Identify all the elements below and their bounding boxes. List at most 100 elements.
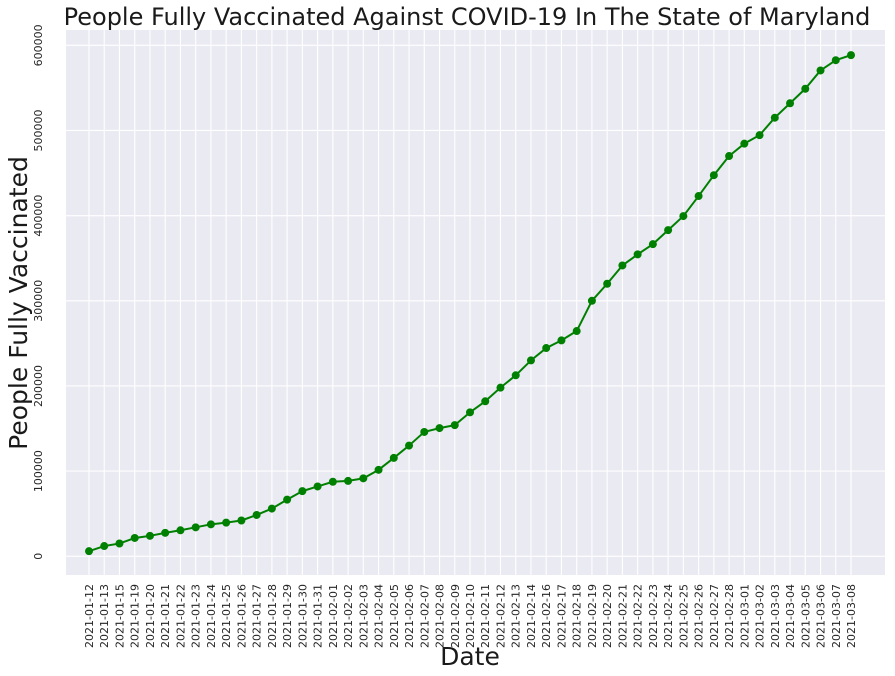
data-point xyxy=(191,523,200,532)
x-tick-label: 2021-03-07 xyxy=(830,584,843,648)
x-tick-label: 2021-03-03 xyxy=(769,584,782,648)
x-tick-label: 2021-02-26 xyxy=(693,584,706,648)
x-tick-label: 2021-02-25 xyxy=(677,584,690,648)
x-tick-label: 2021-01-27 xyxy=(251,584,264,648)
data-point xyxy=(618,261,627,270)
data-point xyxy=(176,526,185,535)
data-point xyxy=(816,66,825,75)
x-tick-label: 2021-02-03 xyxy=(357,584,370,648)
x-tick-label: 2021-01-22 xyxy=(174,584,187,648)
x-tick-label: 2021-02-01 xyxy=(327,584,340,648)
x-tick-label: 2021-03-06 xyxy=(815,584,828,648)
x-tick-label: 2021-02-06 xyxy=(403,584,416,648)
y-tick-label: 0 xyxy=(32,553,45,560)
x-tick-label: 2021-01-15 xyxy=(113,584,126,648)
data-point xyxy=(831,56,840,65)
y-tick-label: 500000 xyxy=(32,109,45,151)
x-tick-label: 2021-02-07 xyxy=(418,584,431,648)
x-tick-label: 2021-02-14 xyxy=(525,584,538,648)
x-tick-label: 2021-02-23 xyxy=(647,584,660,648)
data-point xyxy=(161,528,170,537)
x-tick-label: 2021-01-28 xyxy=(266,584,279,648)
x-tick-label: 2021-01-20 xyxy=(144,584,157,648)
data-point xyxy=(755,131,764,140)
data-point xyxy=(664,226,673,235)
data-point xyxy=(633,250,642,259)
x-tick-label: 2021-02-20 xyxy=(601,584,614,648)
x-tick-label: 2021-02-13 xyxy=(510,584,523,648)
x-tick-label: 2021-02-28 xyxy=(723,584,736,648)
x-tick-label: 2021-02-08 xyxy=(434,584,447,648)
x-tick-label: 2021-01-21 xyxy=(159,584,172,648)
data-point xyxy=(847,51,855,60)
y-tick-label: 400000 xyxy=(32,195,45,237)
data-point xyxy=(267,504,276,513)
data-point xyxy=(542,344,551,353)
data-point xyxy=(557,336,566,345)
data-point xyxy=(100,542,109,551)
plot-area-background xyxy=(66,30,885,575)
y-tick-label: 300000 xyxy=(32,280,45,322)
data-point xyxy=(389,453,398,462)
data-point xyxy=(85,547,93,556)
data-point xyxy=(725,152,734,161)
data-point xyxy=(801,84,810,93)
data-point xyxy=(709,171,718,180)
x-tick-label: 2021-02-24 xyxy=(662,584,675,648)
x-tick-label: 2021-01-26 xyxy=(235,584,248,648)
data-point xyxy=(115,539,124,548)
data-point xyxy=(648,240,657,249)
data-point xyxy=(206,520,215,529)
x-tick-label: 2021-01-31 xyxy=(312,584,325,648)
data-point xyxy=(222,518,231,527)
data-point xyxy=(679,212,688,221)
data-point xyxy=(481,397,490,406)
x-axis-label: Date xyxy=(440,642,500,671)
x-tick-label: 2021-02-16 xyxy=(540,584,553,648)
x-tick-label: 2021-01-25 xyxy=(220,584,233,648)
data-point xyxy=(374,465,383,474)
data-point xyxy=(435,424,444,433)
data-point xyxy=(572,327,581,336)
x-tick-label: 2021-02-27 xyxy=(708,584,721,648)
data-point xyxy=(237,516,246,525)
y-tick-label: 600000 xyxy=(32,24,45,66)
x-tick-label: 2021-01-19 xyxy=(129,584,142,648)
data-point xyxy=(145,531,154,540)
x-tick-label: 2021-02-10 xyxy=(464,584,477,648)
data-point xyxy=(526,356,535,365)
data-point xyxy=(328,477,337,486)
x-tick-label: 2021-02-09 xyxy=(449,584,462,648)
data-point xyxy=(511,371,520,380)
data-point xyxy=(587,296,596,305)
data-point xyxy=(252,510,261,519)
data-point xyxy=(770,113,779,122)
y-axis-ticks: 0 100000 200000 300000 400000 500000 600000 xyxy=(32,24,45,559)
data-point xyxy=(405,441,414,450)
data-point xyxy=(786,99,795,108)
x-tick-label: 2021-01-24 xyxy=(205,584,218,648)
x-tick-label: 2021-01-23 xyxy=(190,584,203,648)
data-point xyxy=(420,427,429,436)
data-point xyxy=(740,139,749,148)
data-point xyxy=(130,533,139,542)
data-point xyxy=(313,482,322,491)
x-tick-label: 2021-02-11 xyxy=(479,584,492,648)
data-point xyxy=(466,408,474,417)
x-tick-label: 2021-03-04 xyxy=(784,584,797,648)
x-tick-label: 2021-03-02 xyxy=(754,584,767,648)
x-tick-label: 2021-02-12 xyxy=(494,584,507,648)
x-tick-label: 2021-01-13 xyxy=(98,584,111,648)
data-point xyxy=(694,192,703,201)
x-tick-label: 2021-02-21 xyxy=(616,584,629,648)
series-line-group xyxy=(85,51,855,556)
x-tick-label: 2021-02-04 xyxy=(373,584,386,648)
y-axis-label: People Fully Vaccinated xyxy=(4,156,33,450)
x-tick-label: 2021-03-01 xyxy=(738,584,751,648)
x-tick-label: 2021-02-19 xyxy=(586,584,599,648)
y-tick-label: 200000 xyxy=(32,365,45,407)
data-point xyxy=(298,487,307,496)
x-axis-ticks: 2021-01-12 2021-01-13 2021-01-15 2021-01-19… xyxy=(83,584,858,648)
x-tick-label: 2021-01-30 xyxy=(296,584,309,648)
